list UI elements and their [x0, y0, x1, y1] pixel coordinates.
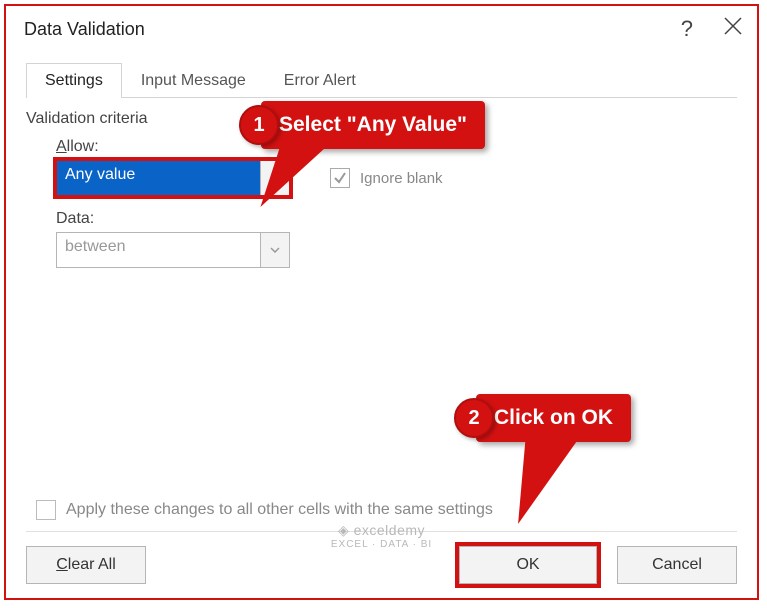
annotation-text-2: Click on OK	[494, 406, 613, 429]
apply-changes-row: Apply these changes to all other cells w…	[36, 500, 493, 520]
button-row: Clear All OK Cancel	[26, 546, 737, 584]
ignore-blank-checkbox	[330, 168, 350, 188]
dialog-title: Data Validation	[24, 19, 145, 40]
dialog-content: Settings Input Message Error Alert Valid…	[6, 52, 757, 292]
tab-input-message[interactable]: Input Message	[122, 63, 265, 98]
tab-settings[interactable]: Settings	[26, 63, 122, 98]
annotation-text-1: Select "Any Value"	[279, 113, 467, 136]
annotation-step1: 1 Select "Any Value"	[261, 101, 485, 149]
close-icon[interactable]	[723, 16, 743, 42]
ignore-blank-row: Ignore blank	[330, 168, 443, 188]
tab-error-alert[interactable]: Error Alert	[265, 63, 375, 98]
allow-combo[interactable]: Any value	[56, 160, 290, 196]
apply-changes-checkbox	[36, 500, 56, 520]
help-icon[interactable]: ?	[681, 16, 693, 42]
data-label: Data:	[56, 210, 737, 228]
apply-changes-label: Apply these changes to all other cells w…	[66, 501, 493, 519]
annotation-step2: 2 Click on OK	[476, 394, 631, 442]
chevron-down-icon	[260, 233, 289, 267]
allow-value: Any value	[57, 161, 260, 195]
annotation-badge-1: 1	[239, 105, 279, 145]
ok-button[interactable]: OK	[459, 546, 597, 584]
data-validation-dialog: Data Validation ? Settings Input Message…	[4, 4, 759, 600]
annotation-badge-2: 2	[454, 398, 494, 438]
titlebar: Data Validation ?	[6, 6, 757, 52]
cancel-button[interactable]: Cancel	[617, 546, 737, 584]
watermark: ◈ exceldemy EXCEL · DATA · BI	[331, 522, 432, 550]
data-value: between	[57, 233, 260, 267]
clear-all-button[interactable]: Clear All	[26, 546, 146, 584]
ignore-blank-label: Ignore blank	[360, 170, 443, 187]
tab-strip: Settings Input Message Error Alert	[26, 62, 737, 98]
data-combo: between	[56, 232, 290, 268]
